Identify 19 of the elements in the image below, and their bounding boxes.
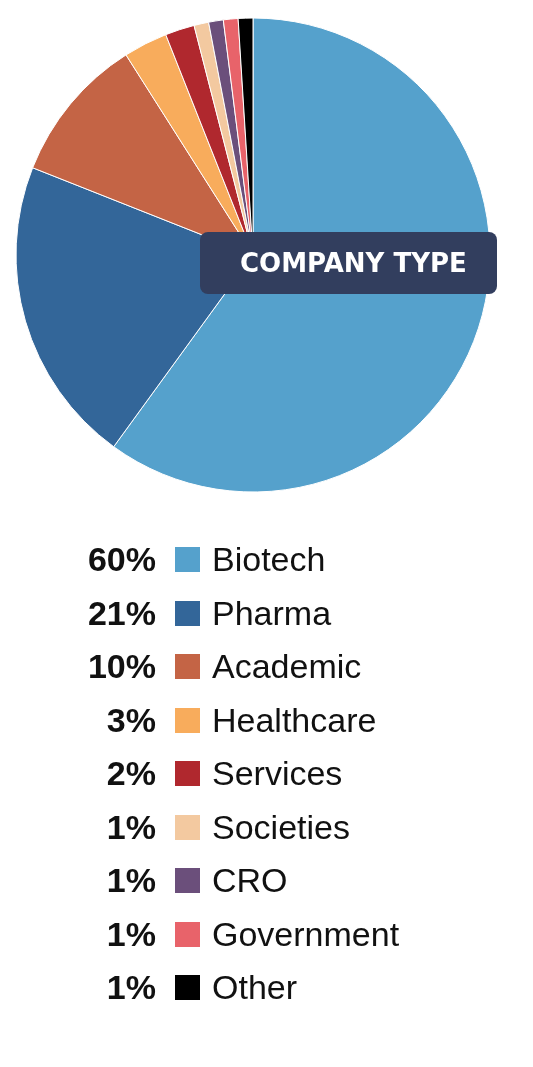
legend-label: Academic (212, 647, 362, 687)
text: COMPANY TYPE (200, 232, 497, 294)
data-label: 2% (105, 754, 156, 794)
legend-label: CRO (212, 861, 288, 901)
legend-label: Biotech (212, 540, 326, 580)
legend-label: Healthcare (212, 700, 377, 740)
legend-label: Pharma (212, 593, 332, 633)
legend-label: Societies (212, 807, 350, 847)
data-label: 21% (86, 593, 156, 633)
legend-label: Other (212, 968, 298, 1008)
legend-label: Government (212, 914, 400, 954)
data-label: 1% (105, 861, 156, 901)
data-label: 1% (105, 914, 156, 954)
data-label: 3% (105, 700, 156, 740)
data-label: 1% (105, 807, 156, 847)
data-label: 1% (105, 968, 156, 1008)
data-label: 10% (86, 647, 156, 687)
legend-label: Services (212, 754, 343, 794)
data-label: 60% (86, 540, 156, 580)
